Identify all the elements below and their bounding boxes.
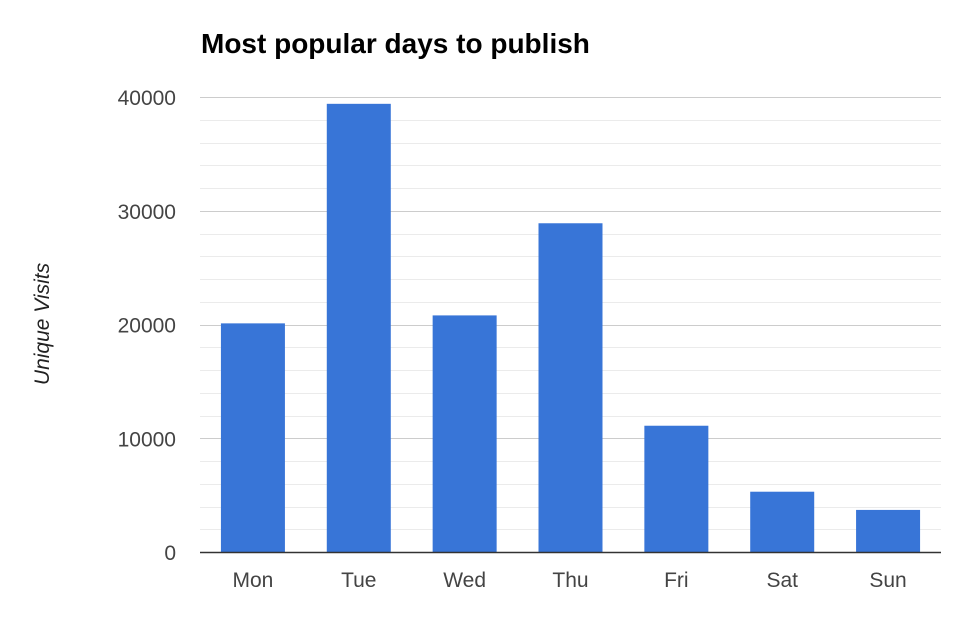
bar-sun: [856, 509, 921, 552]
x-tick-label-wed: Wed: [443, 569, 486, 592]
y-axis-ticks: 0 10000 20000 30000 40000: [118, 87, 176, 565]
x-tick-label-thu: Thu: [552, 569, 588, 592]
bar-sat: [750, 491, 815, 552]
x-axis-ticks: Mon Tue Wed Thu Fri Sat Sun: [232, 569, 906, 592]
bar-wed: [432, 315, 497, 552]
x-tick-label-mon: Mon: [232, 569, 273, 592]
x-tick-label-fri: Fri: [664, 569, 689, 592]
bars: [220, 103, 921, 552]
chart-title: Most popular days to publish: [201, 28, 590, 59]
y-tick-label: 30000: [118, 201, 176, 224]
y-tick-label: 10000: [118, 428, 176, 451]
bar-thu: [538, 223, 603, 552]
bar-tue: [326, 103, 391, 552]
bar-mon: [220, 323, 285, 552]
y-axis-label: Unique Visits: [31, 262, 54, 385]
x-tick-label-sat: Sat: [766, 569, 798, 592]
bar-fri: [644, 425, 709, 552]
y-tick-label: 0: [164, 542, 176, 565]
x-tick-label-sun: Sun: [869, 569, 906, 592]
y-tick-label: 20000: [118, 315, 176, 338]
x-tick-label-tue: Tue: [341, 569, 376, 592]
y-tick-label: 40000: [118, 87, 176, 110]
